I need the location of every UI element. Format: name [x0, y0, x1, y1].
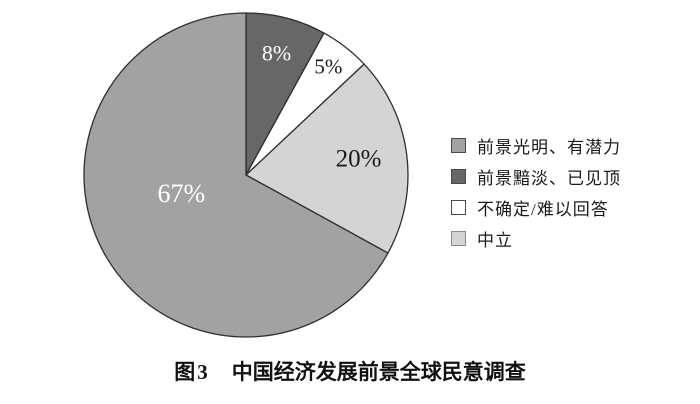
- legend-item: 不确定/难以回答: [451, 192, 621, 223]
- legend-swatch: [451, 200, 466, 215]
- legend-swatch: [451, 169, 466, 184]
- slice-percent-label: 5%: [314, 55, 342, 79]
- slice-percent-label: 8%: [262, 41, 291, 66]
- legend-item: 中立: [451, 223, 621, 254]
- slice-percent-label: 67%: [157, 179, 205, 208]
- legend-item: 前景黯淡、已见顶: [451, 161, 621, 192]
- legend: 前景光明、有潜力 前景黯淡、已见顶 不确定/难以回答 中立: [451, 130, 621, 254]
- legend-swatch: [451, 138, 466, 153]
- legend-swatch: [451, 231, 466, 246]
- legend-label: 前景光明、有潜力: [477, 138, 621, 157]
- legend-label: 中立: [477, 231, 513, 250]
- slice-percent-label: 20%: [336, 146, 382, 173]
- figure-caption: 图3 中国经济发展前景全球民意调查: [0, 356, 700, 386]
- legend-label: 不确定/难以回答: [477, 200, 609, 219]
- pie-slice: [245, 63, 409, 254]
- legend-item: 前景光明、有潜力: [451, 130, 621, 161]
- figure-title: 中国经济发展前景全球民意调查: [231, 360, 526, 384]
- pie-slice: [83, 12, 389, 338]
- figure-number: 图3: [174, 360, 210, 384]
- legend-label: 前景黯淡、已见顶: [477, 169, 621, 188]
